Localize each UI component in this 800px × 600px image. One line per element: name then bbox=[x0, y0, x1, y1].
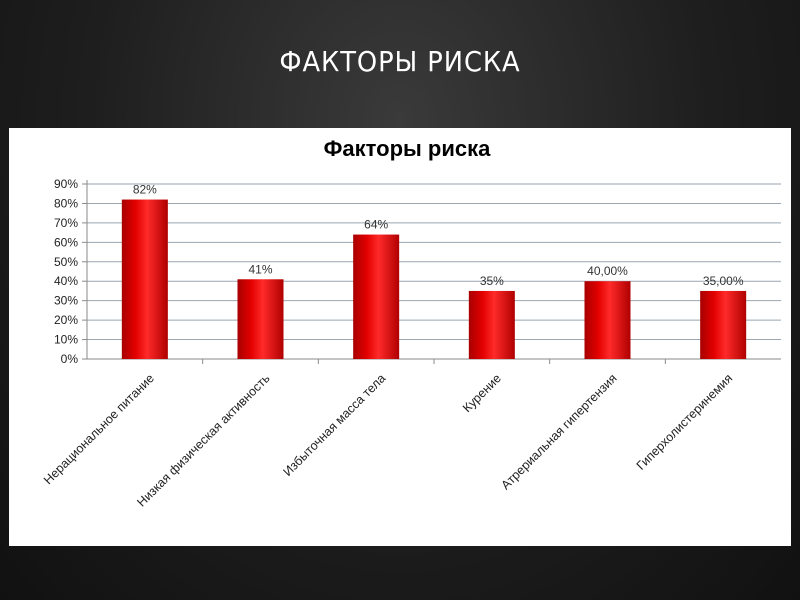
category-label: Гиперхолистеринемия bbox=[634, 371, 736, 473]
data-label: 40,00% bbox=[587, 264, 628, 278]
bar bbox=[353, 234, 400, 359]
chart-title: Факторы риска bbox=[324, 136, 491, 161]
data-label: 64% bbox=[364, 218, 388, 232]
bar bbox=[584, 281, 631, 359]
bars-layer bbox=[121, 199, 747, 359]
data-label: 41% bbox=[248, 262, 272, 276]
bar bbox=[237, 279, 284, 359]
bar bbox=[700, 290, 747, 359]
category-label: Курение bbox=[460, 371, 504, 415]
category-label: Атрериальная гипертензия bbox=[498, 371, 619, 492]
y-tick-label: 90% bbox=[54, 177, 78, 191]
data-label: 35,00% bbox=[703, 274, 744, 288]
y-tick-label: 10% bbox=[54, 333, 78, 347]
risk-factors-bar-chart: Факторы риска 0% 10% 20% 30% 40% 50% 60% 70% 80%… bbox=[41, 136, 781, 510]
bar bbox=[121, 199, 168, 359]
category-label: Избыточная масса тела bbox=[280, 371, 388, 479]
y-tick-label: 70% bbox=[54, 216, 78, 230]
y-tick-label: 50% bbox=[54, 255, 78, 269]
y-tick-label: 40% bbox=[54, 274, 78, 288]
chart-panel: Факторы риска 0% 10% 20% 30% 40% 50% 60% 70% 80%… bbox=[9, 128, 791, 546]
y-tick-label: 30% bbox=[54, 294, 78, 308]
data-label: 82% bbox=[133, 183, 157, 197]
y-tick-label: 0% bbox=[61, 352, 79, 366]
y-tick-label: 80% bbox=[54, 196, 78, 210]
y-tick-label: 20% bbox=[54, 313, 78, 327]
data-label: 35% bbox=[480, 274, 504, 288]
grid-layer bbox=[82, 180, 781, 364]
category-label: Нерациональное питание bbox=[41, 371, 157, 487]
bar bbox=[468, 290, 515, 359]
category-label: Низкая физическая активность bbox=[134, 371, 272, 509]
slide-title: ФАКТОРЫ РИСКА bbox=[279, 45, 521, 78]
y-tick-label: 60% bbox=[54, 235, 78, 249]
